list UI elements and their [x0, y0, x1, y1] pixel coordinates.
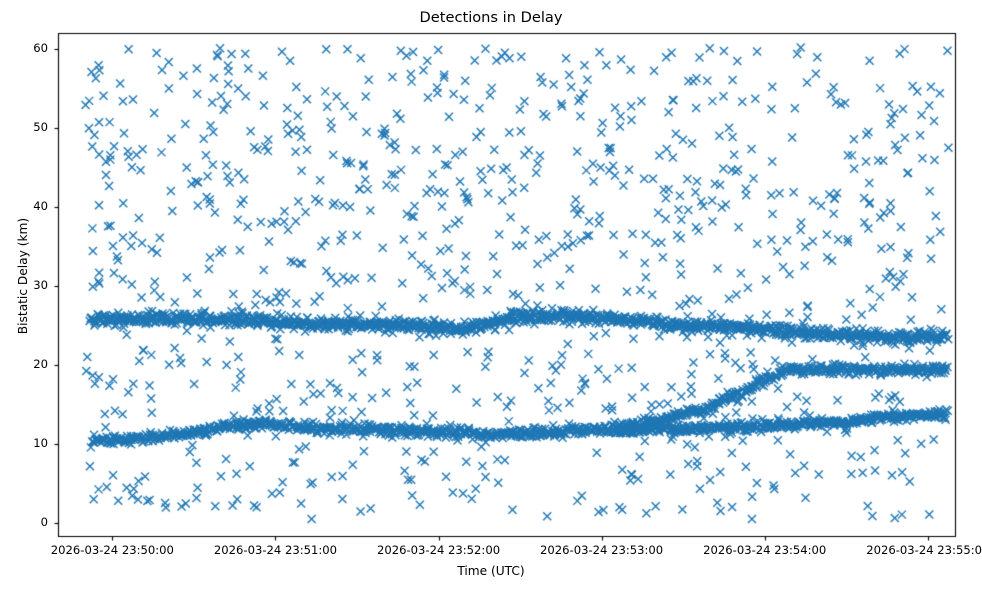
matplotlib-figure: Detections in Delay Time (UTC) Bistatic …	[0, 0, 982, 590]
scatter-plot-canvas	[0, 0, 982, 590]
